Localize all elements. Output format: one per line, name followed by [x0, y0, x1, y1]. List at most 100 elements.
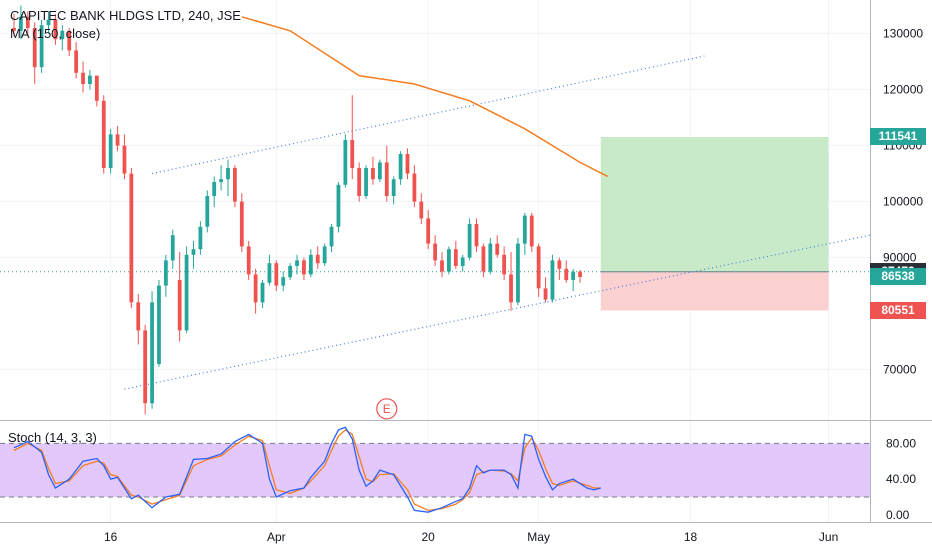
candle-body	[39, 25, 44, 68]
candle-body	[557, 260, 562, 269]
candle-body	[440, 260, 444, 272]
stochastic-band	[0, 443, 870, 497]
candle-body	[350, 140, 355, 168]
candle-body	[60, 30, 65, 40]
candle-body	[115, 134, 120, 146]
candle-body	[12, 28, 16, 31]
candle-body	[460, 257, 465, 266]
candle-body	[543, 288, 548, 300]
candle-body	[308, 254, 313, 275]
position-loss-zone[interactable]	[600, 271, 829, 311]
trend-lines[interactable]	[124, 55, 871, 390]
candle-body	[108, 134, 113, 168]
candle-body	[536, 246, 541, 289]
price-tag: 86538	[870, 268, 926, 286]
candle-body	[260, 282, 265, 303]
candle-body	[205, 196, 210, 227]
stochastic-legend: Stoch (14, 3, 3)	[8, 430, 97, 445]
candle-body	[101, 100, 106, 168]
candle-body	[32, 28, 37, 68]
price-tick-label: 130000	[883, 27, 923, 41]
candle-body	[246, 246, 251, 275]
candle-body	[191, 249, 196, 255]
candle-body	[529, 215, 534, 247]
candle-body	[522, 215, 527, 244]
candle-body	[315, 254, 320, 264]
candle-body	[288, 266, 293, 278]
candle-body	[336, 184, 341, 227]
candle-body	[19, 16, 23, 31]
candle-body	[274, 263, 279, 286]
time-tick-label: 16	[104, 530, 118, 544]
candle-body	[46, 19, 51, 26]
candle-body	[122, 145, 127, 174]
position-profit-zone[interactable]	[600, 136, 829, 272]
time-axis[interactable]: 16 Apr 20 May 18 Jun	[104, 530, 838, 544]
stochastic-tick-label: 0.00	[886, 508, 910, 522]
candle-body	[516, 243, 520, 303]
price-tick-label: 120000	[883, 83, 923, 97]
price-tick-label: 70000	[883, 363, 917, 377]
candle-body	[502, 254, 507, 275]
candle-body	[343, 140, 348, 185]
candle-body	[474, 224, 479, 247]
candle-body	[74, 50, 79, 73]
candle-body	[157, 285, 161, 364]
candle-body	[377, 162, 382, 180]
earnings-event-marker[interactable]: E	[376, 398, 398, 420]
time-tick-label: Apr	[267, 530, 286, 544]
candle-body	[302, 260, 306, 275]
candle-body	[129, 173, 134, 303]
candle-body	[184, 254, 189, 331]
symbol-title: CAPITEC BANK HLDGS LTD, 240, JSE	[10, 8, 241, 23]
stochastic-tick-label: 80.00	[886, 436, 916, 450]
candle-body	[364, 168, 368, 196]
candle-body	[405, 154, 410, 174]
candle-body	[267, 263, 272, 283]
stochastic-k-line	[13, 426, 601, 513]
price-tick-label: 100000	[883, 195, 923, 209]
candle-body	[357, 168, 362, 196]
candle-body	[467, 224, 472, 258]
candle-body	[433, 243, 437, 261]
candle-body	[447, 249, 451, 272]
time-tick-label: 18	[684, 530, 698, 544]
candle-body	[281, 277, 286, 286]
price-tick-label: 90000	[883, 251, 917, 265]
candle-body	[384, 162, 389, 196]
candle-body	[81, 72, 85, 84]
candle-body	[163, 260, 168, 286]
candle-body	[564, 268, 569, 280]
time-tick-label: 20	[422, 530, 436, 544]
candle-body	[295, 260, 299, 266]
candle-body	[212, 182, 217, 196]
trend-line[interactable]	[124, 234, 871, 390]
candle-body	[233, 168, 237, 202]
candle-body	[495, 243, 500, 255]
candle-body	[412, 173, 417, 202]
candle-body	[177, 280, 182, 331]
candle-body	[150, 302, 154, 404]
candle-body	[94, 75, 99, 101]
candle-body	[419, 201, 424, 219]
candle-body	[329, 226, 334, 247]
candle-body	[488, 243, 493, 272]
candle-body	[550, 260, 555, 300]
indicator-legend: MA (150, close)	[10, 26, 101, 41]
candle-body	[578, 271, 582, 277]
time-tick-label: Jun	[819, 530, 838, 544]
candle-body	[25, 16, 30, 28]
stochastic-tick-label: 40.00	[886, 472, 916, 486]
earnings-event-label: E	[383, 402, 391, 416]
time-tick-label: May	[527, 530, 550, 544]
price-tag: 111541	[870, 128, 926, 146]
candle-body	[239, 201, 244, 247]
moving-average-line	[241, 16, 609, 178]
candle-body	[371, 168, 375, 180]
candle-body	[53, 19, 58, 40]
candle-body	[322, 246, 327, 264]
stochastic-axis[interactable]: 0.00 40.00 80.00	[886, 436, 916, 522]
candle-body	[198, 226, 203, 250]
